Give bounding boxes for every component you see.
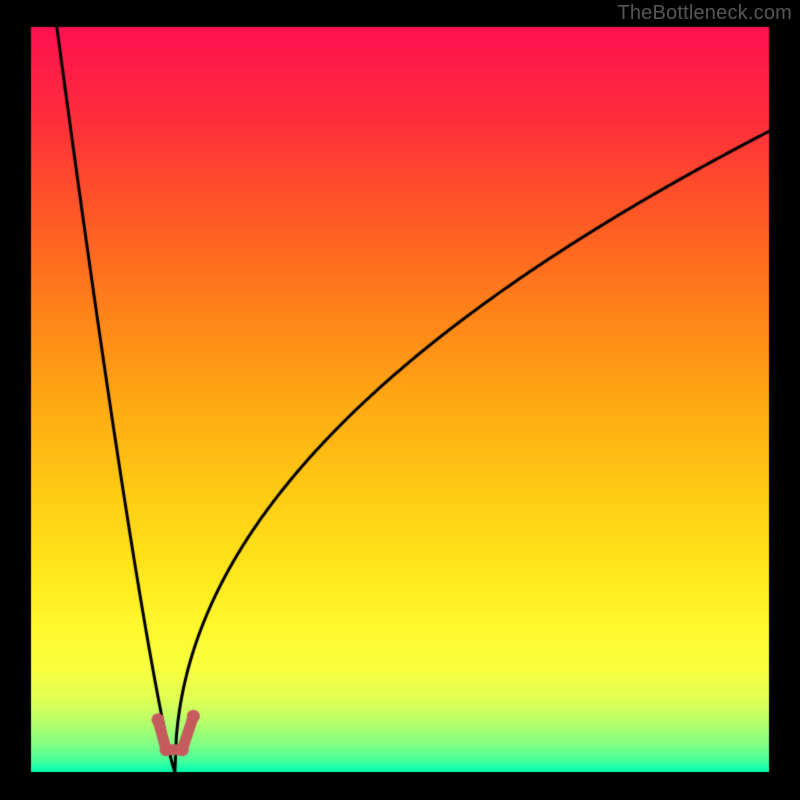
bottleneck-chart [0,0,800,800]
watermark-label: TheBottleneck.com [617,2,792,25]
